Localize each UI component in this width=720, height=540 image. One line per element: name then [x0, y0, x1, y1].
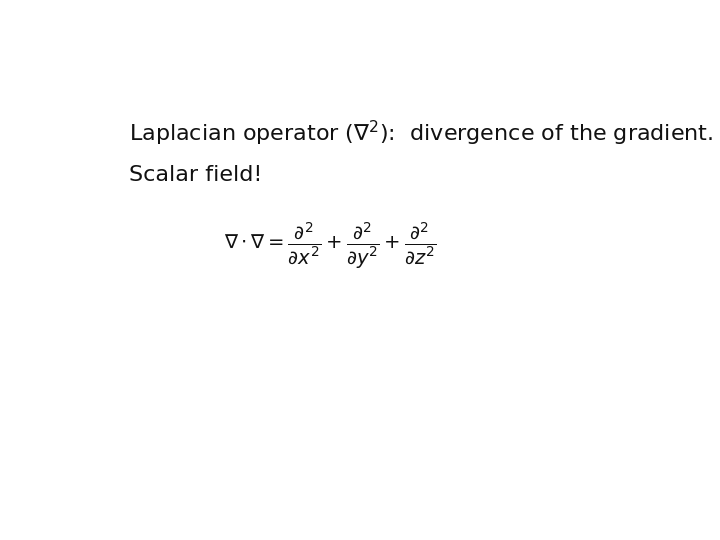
Text: $\nabla \cdot \nabla = \dfrac{\partial^2}{\partial x^2} + \dfrac{\partial^2}{\pa: $\nabla \cdot \nabla = \dfrac{\partial^2… — [224, 220, 436, 271]
Text: Laplacian operator ($\nabla^2$):  divergence of the gradient.: Laplacian operator ($\nabla^2$): diverge… — [129, 119, 714, 148]
Text: Scalar field!: Scalar field! — [129, 165, 262, 185]
